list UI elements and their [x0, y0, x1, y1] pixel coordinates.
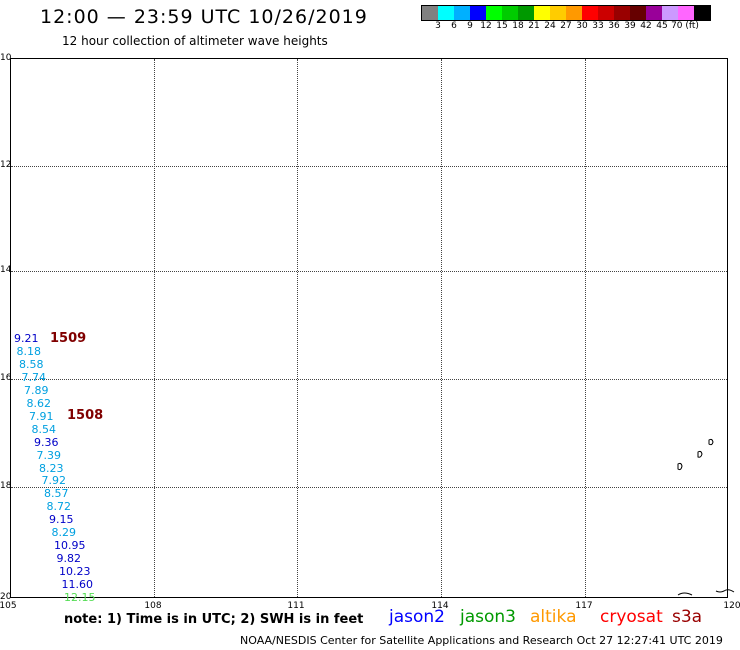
legend-swatch	[534, 6, 550, 20]
legend-label: 45	[656, 21, 668, 31]
grid-line-lat	[11, 379, 727, 380]
grid-line-lat	[11, 166, 727, 167]
grid-line-lat	[11, 487, 727, 488]
legend-swatch	[470, 6, 486, 20]
swh-reading: 7.74	[21, 370, 47, 384]
lat-label: 14	[0, 265, 12, 275]
legend-swatch	[678, 6, 694, 20]
legend-label: 24	[544, 21, 556, 31]
coast-shape	[677, 589, 735, 596]
legend-swatch	[582, 6, 598, 20]
lon-label: 117	[575, 601, 593, 611]
legend-swatch	[438, 6, 454, 20]
legend-label: 36	[608, 21, 620, 31]
lon-label: 120	[723, 601, 740, 611]
lon-label: 108	[144, 601, 162, 611]
lon-label: 105	[0, 601, 17, 611]
swh-reading: 9.36	[34, 435, 59, 449]
grid-line-lon	[154, 59, 155, 597]
swh-reading: 7.91	[29, 409, 54, 423]
legend-swatch	[502, 6, 518, 20]
legend-label: 30	[576, 21, 588, 31]
legend-label: 6	[451, 21, 457, 31]
lon-label: 114	[431, 601, 449, 611]
legend-swatch	[598, 6, 614, 20]
legend-label: 39	[624, 21, 636, 31]
swh-reading: 8.54	[31, 422, 57, 436]
legend-swatch	[662, 6, 678, 20]
swh-reading: 8.72	[46, 500, 72, 514]
swh-reading: 12.15	[64, 591, 96, 604]
swh-reading: 8.58	[19, 357, 44, 371]
swh-reading: 7.89	[24, 383, 49, 397]
grid-line-lon	[585, 59, 586, 597]
legend-label: 15	[496, 21, 508, 31]
swh-reading: 8.18	[16, 344, 42, 358]
island-shape	[677, 438, 714, 471]
legend-label: 27	[560, 21, 572, 31]
swh-reading: 11.60	[61, 578, 94, 592]
credit-line: NOAA/NESDIS Center for Satellite Applica…	[240, 634, 723, 647]
legend-swatch	[550, 6, 566, 20]
legend-swatch	[486, 6, 502, 20]
swh-reading: 9.15	[49, 513, 74, 527]
swh-reading: 7.92	[41, 474, 67, 488]
swh-reading: 9.21	[14, 332, 39, 345]
legend-label: 18	[512, 21, 524, 31]
legend-label: 9	[467, 21, 473, 31]
satellite-label-s3a: s3a	[672, 607, 703, 627]
lat-label: 20	[0, 592, 12, 602]
swh-reading: 8.62	[26, 396, 52, 410]
lat-label: 10	[0, 53, 12, 63]
legend-label: 70 (ft)	[671, 21, 699, 31]
grid-line-lon	[297, 59, 298, 597]
legend-label: 12	[480, 21, 492, 31]
satellite-label-jason2: jason2	[389, 607, 445, 627]
pass-time-label: 1508	[67, 408, 104, 423]
legend-label: 3	[435, 21, 441, 31]
swh-reading: 10.23	[59, 565, 91, 579]
legend-swatch	[422, 6, 438, 20]
grid-line-lon	[441, 59, 442, 597]
satellite-label-jason3: jason3	[460, 607, 516, 627]
lat-label: 12	[0, 160, 12, 170]
lon-label: 111	[287, 601, 305, 611]
lat-label: 16	[0, 373, 12, 383]
color-scale-legend	[421, 5, 711, 21]
legend-swatch	[566, 6, 582, 20]
chart-title: 12:00 — 23:59 UTC 10/26/2019	[40, 6, 368, 28]
legend-swatch	[630, 6, 646, 20]
legend-swatch	[614, 6, 630, 20]
pass-time-label: 1509	[50, 331, 87, 346]
legend-swatch	[454, 6, 470, 20]
note-text: note: 1) Time is in UTC; 2) SWH is in fe…	[64, 612, 364, 627]
legend-label: 21	[528, 21, 540, 31]
swh-reading: 8.23	[39, 461, 64, 475]
swh-reading: 8.29	[51, 526, 77, 540]
legend-label: 42	[640, 21, 652, 31]
swh-reading: 10.95	[54, 539, 86, 553]
grid-line-lat	[11, 271, 727, 272]
swh-reading: 9.82	[56, 552, 82, 566]
chart-subtitle: 12 hour collection of altimeter wave hei…	[62, 34, 328, 48]
satellite-label-altika: altika	[530, 607, 577, 627]
legend-swatch	[518, 6, 534, 20]
lat-label: 18	[0, 481, 12, 491]
satellite-label-cryosat: cryosat	[600, 607, 663, 627]
swh-reading: 7.39	[36, 448, 62, 462]
swh-reading: 8.57	[44, 487, 69, 501]
legend-swatch	[646, 6, 662, 20]
legend-label: 33	[592, 21, 604, 31]
map-panel	[10, 58, 728, 598]
legend-swatch	[694, 6, 710, 20]
